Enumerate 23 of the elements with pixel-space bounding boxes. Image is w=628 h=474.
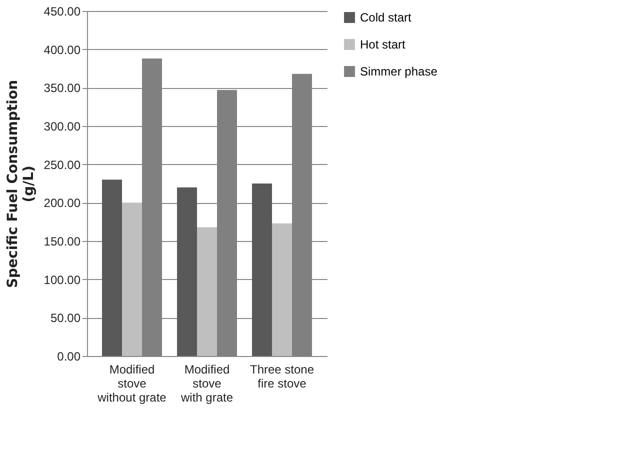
y-tick-label: 400.00 xyxy=(44,42,81,57)
bar xyxy=(122,202,142,356)
x-tick-label: Three stone fire stove xyxy=(250,362,314,390)
legend-label: Cold start xyxy=(360,10,412,24)
y-tick-label: 200.00 xyxy=(44,196,81,210)
y-tick-label: 250.00 xyxy=(44,158,81,172)
bar xyxy=(102,180,122,356)
y-tick-label: 50.00 xyxy=(50,311,81,326)
y-tick-label: 350.00 xyxy=(44,81,81,96)
bar xyxy=(272,223,292,356)
bar xyxy=(197,227,217,356)
y-axis-title: Specific Fuel Consumption (g/L) xyxy=(4,80,37,288)
legend-label: Simmer phase xyxy=(360,64,438,78)
y-tick-label: 150.00 xyxy=(44,234,81,248)
legend-label: Hot start xyxy=(360,38,406,52)
x-tick-label: Modified stove with grate xyxy=(180,362,234,404)
bar xyxy=(177,187,197,356)
y-tick-label: 0.00 xyxy=(57,350,81,364)
bar xyxy=(252,184,272,356)
y-tick-label: 100.00 xyxy=(44,272,81,287)
y-tick-label: 450.00 xyxy=(44,4,81,18)
x-tick-label: Modified stove without grate xyxy=(96,362,167,404)
y-tick-label: 300.00 xyxy=(44,120,81,134)
